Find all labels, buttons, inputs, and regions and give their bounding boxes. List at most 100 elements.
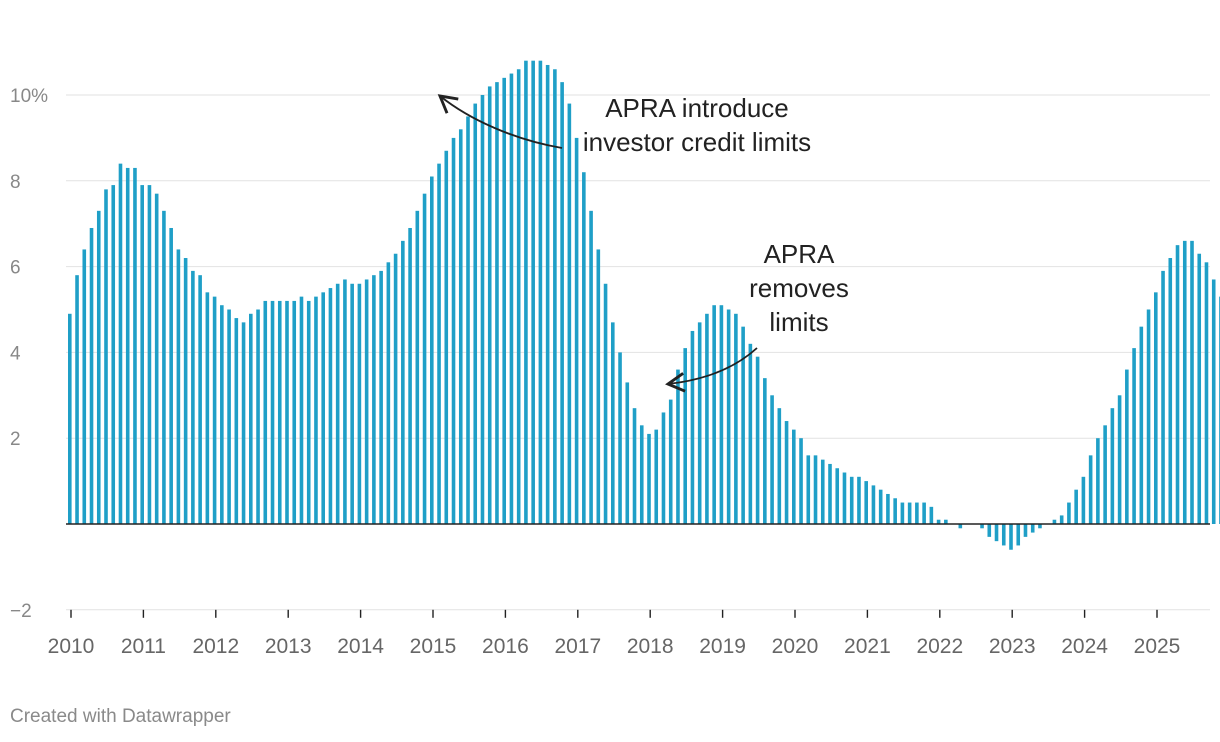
bar — [372, 275, 376, 524]
bar — [198, 275, 202, 524]
bar — [306, 300, 311, 524]
bar — [89, 227, 94, 525]
bar — [205, 292, 210, 524]
bar — [1211, 279, 1216, 524]
bar — [567, 103, 572, 524]
bar — [401, 240, 405, 525]
bar — [524, 60, 528, 525]
bar — [886, 493, 890, 524]
bar — [1190, 240, 1194, 525]
y-tick-label: −2 — [10, 601, 32, 622]
bar — [849, 476, 854, 524]
bar — [1161, 270, 1165, 524]
bar — [842, 472, 847, 524]
bar — [249, 313, 253, 524]
bar — [487, 86, 492, 525]
bar — [1139, 326, 1144, 524]
bar — [118, 163, 123, 524]
bar — [792, 429, 796, 524]
bar — [473, 103, 478, 524]
bar — [350, 283, 354, 524]
bar — [719, 305, 724, 524]
bar — [502, 77, 506, 524]
bar — [437, 163, 441, 524]
annotation-removes-line-1: APRA — [764, 239, 835, 269]
x-tick-label: 2021 — [844, 635, 891, 658]
bar — [379, 270, 383, 524]
bar — [980, 524, 984, 529]
bar — [770, 395, 774, 524]
bar — [270, 300, 275, 524]
bar — [111, 185, 116, 524]
bar — [451, 137, 456, 524]
bar — [857, 476, 861, 524]
bar — [784, 421, 789, 524]
bar — [386, 262, 391, 524]
y-tick-label: 8 — [10, 172, 21, 193]
bar — [538, 60, 543, 525]
bar — [335, 283, 340, 524]
x-tick-label: 2025 — [1134, 635, 1181, 658]
bar — [75, 275, 79, 524]
bar — [169, 227, 173, 525]
bar — [1175, 245, 1180, 524]
bar — [1052, 519, 1057, 524]
bar — [871, 485, 876, 524]
bar — [647, 433, 651, 524]
bar — [813, 455, 818, 524]
x-tick-label: 2011 — [121, 635, 166, 658]
bar — [929, 506, 934, 524]
bar — [748, 343, 753, 524]
bar — [828, 463, 832, 524]
bar — [835, 468, 840, 524]
bar — [516, 69, 521, 524]
bar — [1132, 348, 1136, 524]
bar — [430, 176, 434, 524]
bar — [285, 300, 289, 524]
bar — [900, 502, 905, 524]
bar — [343, 279, 347, 524]
bar — [234, 318, 239, 524]
bar — [987, 524, 992, 537]
bar — [183, 258, 188, 524]
bar — [545, 64, 550, 524]
bar — [220, 305, 224, 524]
bar — [603, 283, 608, 524]
y-tick-label: 10% — [10, 86, 48, 107]
bar — [227, 309, 231, 524]
bar — [191, 270, 195, 524]
bar — [509, 73, 514, 525]
x-tick-label: 2020 — [772, 635, 819, 658]
x-tick-label: 2017 — [554, 635, 601, 658]
bar — [632, 408, 637, 524]
bar — [82, 249, 87, 524]
bar — [1001, 524, 1006, 546]
bar — [1081, 476, 1086, 524]
bar — [618, 352, 622, 524]
bar — [241, 322, 246, 524]
bar — [495, 82, 499, 524]
bar — [1103, 425, 1107, 524]
y-tick-label: 6 — [10, 258, 21, 279]
bar — [741, 326, 745, 524]
bar — [994, 524, 999, 542]
bar — [560, 82, 564, 524]
bar — [799, 438, 803, 524]
bar — [408, 227, 412, 525]
bar — [654, 429, 659, 524]
annotation-arrow-removes — [665, 347, 758, 393]
bar — [292, 300, 297, 524]
bar — [611, 322, 615, 524]
annotation-introduce-line-1: APRA introduce — [605, 93, 789, 123]
bar — [1023, 524, 1028, 537]
x-tick-label: 2012 — [192, 635, 239, 658]
bar — [1059, 515, 1064, 524]
bar — [936, 519, 941, 524]
bar — [162, 210, 166, 524]
bar — [661, 412, 666, 524]
x-tick-label: 2016 — [482, 635, 529, 658]
bar — [893, 498, 897, 524]
x-tick-label: 2010 — [48, 635, 95, 658]
bar — [806, 455, 811, 524]
bar — [625, 382, 630, 524]
